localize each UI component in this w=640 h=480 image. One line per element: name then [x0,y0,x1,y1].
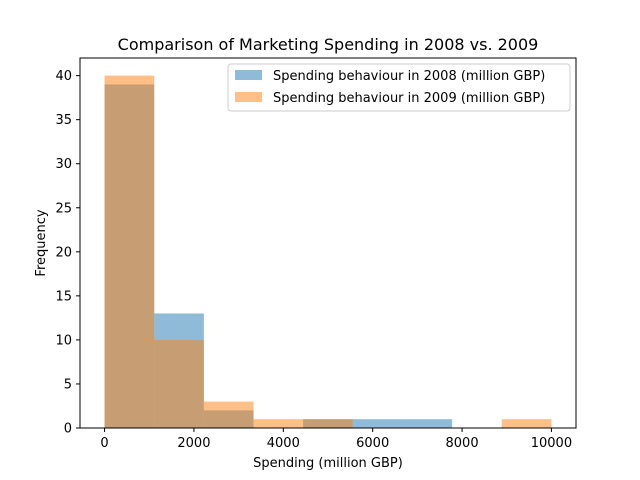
x-tick-label: 0 [100,436,108,451]
y-tick-label: 25 [55,201,72,216]
histogram-bar-2009-bin-4 [303,419,353,428]
histogram-bar-2009-bin-8 [501,419,552,428]
x-tick-label: 6000 [356,436,389,451]
histogram-bar-2009-bin-3 [253,419,304,428]
y-tick-label: 15 [55,289,72,304]
x-tick-label: 2000 [177,436,210,451]
histogram-bar-2008-bin-5 [352,419,403,428]
x-axis-ticks: 0 2000 4000 6000 8000 10000 [100,428,572,451]
y-tick-label: 0 [64,422,72,437]
plot-frame [79,57,577,429]
legend-label-2008: Spending behaviour in 2008 (million GBP) [273,69,545,84]
histogram-bar-2008-bin-6 [402,419,453,428]
legend-swatch-2009 [235,92,262,102]
histogram-bar-2009-bin-2 [203,401,254,428]
legend-swatch-2008 [235,70,262,80]
histogram-bar-2009-bin-1 [154,339,204,428]
y-axis-label: Frequency [34,209,49,276]
legend: Spending behaviour in 2008 (million GBP)… [227,63,571,112]
y-tick-label: 40 [55,69,72,84]
y-tick-label: 5 [64,377,72,392]
histogram-bar-2009-bin-0 [104,75,155,429]
legend-box [227,63,571,112]
bars-group [104,75,552,429]
y-tick-label: 30 [55,157,72,172]
y-tick-label: 10 [55,333,72,348]
y-tick-label: 20 [55,245,72,260]
y-axis-ticks: 0 5 10 15 20 25 30 35 40 [55,69,80,437]
x-tick-label: 4000 [267,436,300,451]
legend-label-2009: Spending behaviour in 2009 (million GBP) [273,91,545,106]
x-axis-label: Spending (million GBP) [253,456,403,471]
chart-title: Comparison of Marketing Spending in 2008… [118,35,539,54]
x-tick-label: 10000 [531,436,572,451]
x-tick-label: 8000 [446,436,479,451]
y-tick-label: 35 [55,113,72,128]
